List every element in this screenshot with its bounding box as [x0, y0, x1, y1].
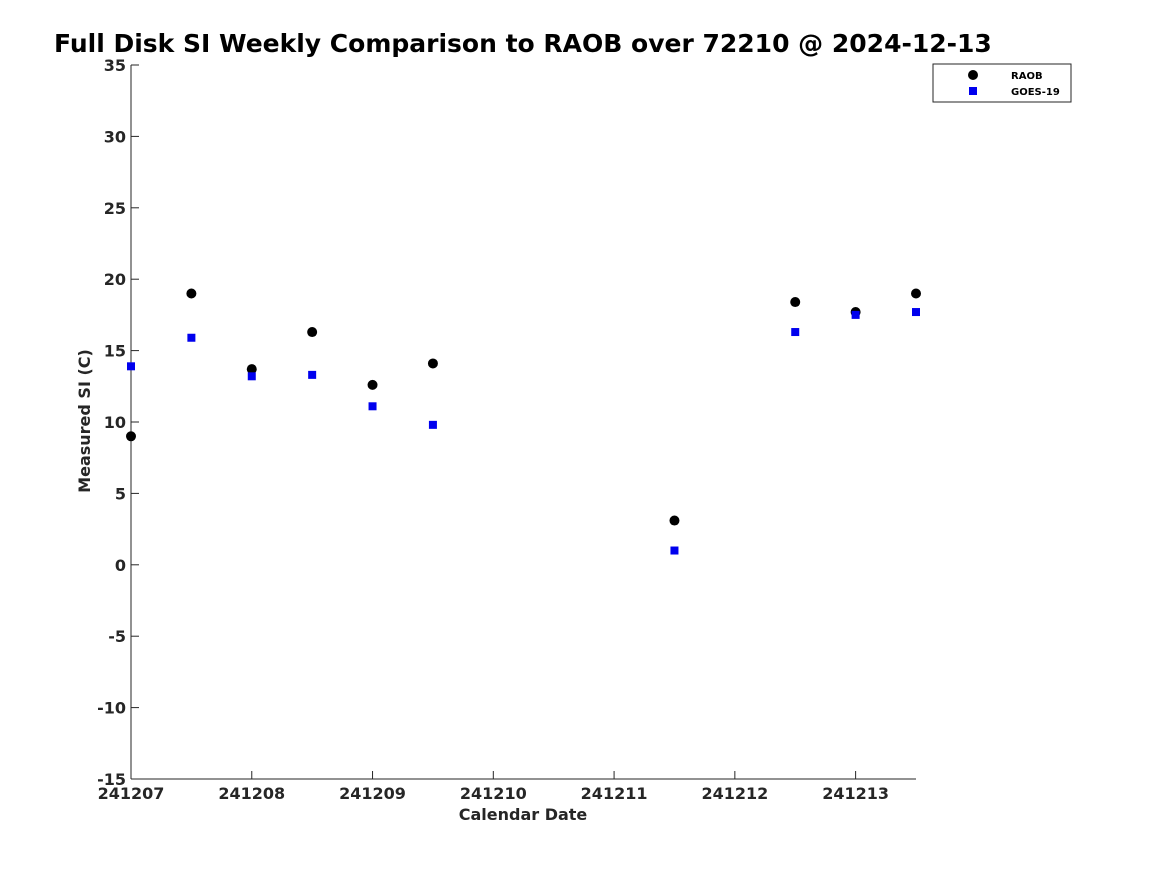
legend-marker-raob — [968, 70, 978, 80]
y-tick-label: -10 — [97, 699, 126, 718]
goes-19-point — [912, 308, 920, 317]
x-tick-label: 241207 — [98, 784, 165, 803]
raob-point — [307, 327, 318, 338]
goes-19-point — [368, 402, 377, 411]
legend: RAOB GOES-19 — [932, 63, 1072, 103]
x-axis-label: Calendar Date — [459, 805, 588, 824]
series-goes-19 — [127, 308, 920, 555]
raob-point — [246, 364, 257, 375]
y-tick-label: 25 — [104, 199, 126, 218]
y-tick-label: -15 — [97, 770, 126, 789]
goes-19-point — [851, 310, 860, 319]
y-axis-label: Measured SI (C) — [75, 349, 94, 493]
y-tick-label: 0 — [115, 556, 126, 575]
raob-point — [427, 358, 438, 369]
y-tick-label: 20 — [104, 270, 126, 289]
raob-point — [126, 431, 136, 442]
goes-19-point — [187, 333, 196, 342]
chart-title: Full Disk SI Weekly Comparison to RAOB o… — [54, 29, 992, 58]
legend-label: GOES-19 — [1011, 87, 1060, 98]
raob-point — [911, 288, 921, 299]
data-points — [126, 288, 921, 555]
legend-label: RAOB — [1011, 71, 1043, 82]
x-tick-label: 241209 — [339, 784, 406, 803]
goes-19-point — [308, 370, 317, 379]
goes-19-point — [791, 328, 800, 337]
raob-point — [790, 297, 801, 308]
series-raob — [126, 288, 921, 526]
y-tick-label: 10 — [104, 413, 126, 432]
x-tick-label: 241212 — [701, 784, 768, 803]
goes-19-point — [247, 372, 256, 381]
legend-marker-goes-19 — [969, 87, 977, 95]
goes-19-point — [428, 420, 437, 429]
goes-19-point — [127, 362, 135, 371]
y-tick-label: 30 — [104, 127, 126, 146]
y-tick-label: 35 — [104, 56, 126, 75]
x-tick-label: 241213 — [822, 784, 889, 803]
raob-point — [669, 515, 680, 526]
x-tick-label: 241211 — [581, 784, 648, 803]
y-tick-label: 15 — [104, 342, 126, 361]
legend-box — [932, 63, 1072, 103]
x-tick-label: 241210 — [460, 784, 527, 803]
raob-point — [186, 288, 197, 299]
y-tick-label: 5 — [115, 484, 126, 503]
goes-19-point — [670, 546, 679, 555]
raob-point — [367, 379, 378, 390]
x-tick-label: 241208 — [218, 784, 285, 803]
y-tick-label: -5 — [108, 627, 126, 646]
